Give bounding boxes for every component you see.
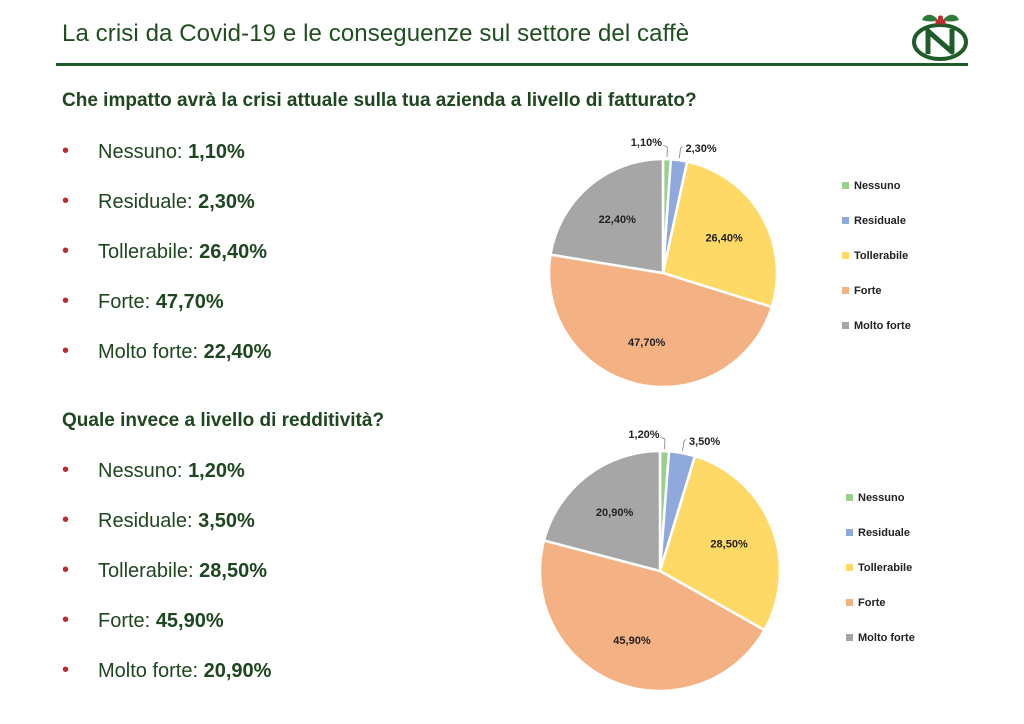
bullet-icon: • [62,459,70,481]
bullet-icon: • [62,240,70,262]
list-item: • Forte: 45,90% [62,609,224,632]
bullet-icon: • [62,659,70,681]
bullet-icon: • [62,190,70,212]
bullet-icon: • [62,509,70,531]
legend-item-residuale: Residuale [846,526,915,561]
legend-swatch [846,529,853,536]
legend-revenue: Nessuno Residuale Tollerabile Forte Molto fo… [842,179,911,354]
bullet-icon: • [62,290,70,312]
list-item: • Residuale: 2,30% [62,190,255,213]
legend-swatch [842,287,849,294]
list-item: • Residuale: 3,50% [62,509,255,532]
legend-swatch [846,634,853,641]
page-title: La crisi da Covid-19 e le conseguenze su… [62,20,690,47]
legend-item-tollerabile: Tollerabile [842,249,911,284]
data-label-residuale: 2,30% [685,143,716,155]
legend-item-nessuno: Nessuno [846,491,915,526]
list-item: • Molto forte: 22,40% [62,340,272,363]
data-label-tollerabile: 28,50% [710,538,748,550]
legend-swatch [846,494,853,501]
data-label-molto-forte: 20,90% [596,507,634,519]
list-item: • Nessuno: 1,20% [62,459,245,482]
data-label-forte: 47,70% [628,337,666,349]
legend-swatch [842,322,849,329]
legend-item-molto-forte: Molto forte [842,319,911,354]
legend-label: Tollerabile [854,250,909,262]
data-label-tollerabile: 26,40% [705,232,743,244]
leader-line [662,144,668,158]
revenue-list: • Nessuno: 1,10% • Residuale: 2,30% • Tolle… [62,140,271,390]
list-item: • Molto forte: 20,90% [62,659,272,682]
list-item: • Nessuno: 1,10% [62,140,245,163]
data-label-residuale: 3,50% [689,436,720,448]
bullet-icon: • [62,340,70,362]
data-label-forte: 45,90% [613,635,651,647]
legend-label: Residuale [858,527,910,539]
data-label-nessuno: 1,10% [631,137,662,149]
legend-swatch [846,599,853,606]
pie-chart-profitability: 1,20% 3,50% 28,50% 45,90% 20,90% [538,429,782,693]
pie-slice-forte [547,253,774,389]
leader-line [678,145,683,159]
data-label-nessuno: 1,20% [628,429,659,441]
legend-item-nessuno: Nessuno [842,179,911,214]
bullet-icon: • [62,559,70,581]
header-divider [56,63,968,66]
leader-line [682,438,687,452]
legend-label: Forte [854,285,882,297]
legend-swatch [842,182,849,189]
profitability-list: • Nessuno: 1,20% • Residuale: 3,50% • Tolle… [62,459,271,709]
legend-swatch [842,217,849,224]
legend-item-residuale: Residuale [842,214,911,249]
list-item: • Forte: 47,70% [62,290,224,313]
legend-item-tollerabile: Tollerabile [846,561,915,596]
company-logo [912,14,968,61]
legend-label: Forte [858,597,886,609]
legend-profitability: Nessuno Residuale Tollerabile Forte Molto fo… [846,491,915,666]
leader-line [660,436,666,450]
legend-label: Residuale [854,215,906,227]
legend-swatch [842,252,849,259]
bullet-icon: • [62,609,70,631]
legend-label: Nessuno [858,492,905,504]
question-profitability: Quale invece a livello di redditività? [62,410,385,431]
legend-swatch [846,564,853,571]
pie-slice-molto-forte [542,449,662,573]
legend-item-forte: Forte [842,284,911,319]
pie-chart-revenue: 1,10% 2,30% 26,40% 47,70% 22,40% [547,137,779,389]
pie-slice-forte [538,538,767,693]
legend-label: Molto forte [858,632,915,644]
legend-item-forte: Forte [846,596,915,631]
bullet-icon: • [62,140,70,162]
legend-label: Molto forte [854,320,911,332]
question-revenue: Che impatto avrà la crisi attuale sulla … [62,90,697,111]
data-label-molto-forte: 22,40% [599,214,637,226]
legend-label: Tollerabile [858,562,913,574]
legend-item-molto-forte: Molto forte [846,631,915,666]
legend-label: Nessuno [854,180,901,192]
pie-slice-tollerabile [661,160,779,309]
list-item: • Tollerabile: 28,50% [62,559,268,582]
pie-slice-molto-forte [549,157,665,275]
list-item: • Tollerabile: 26,40% [62,240,268,263]
